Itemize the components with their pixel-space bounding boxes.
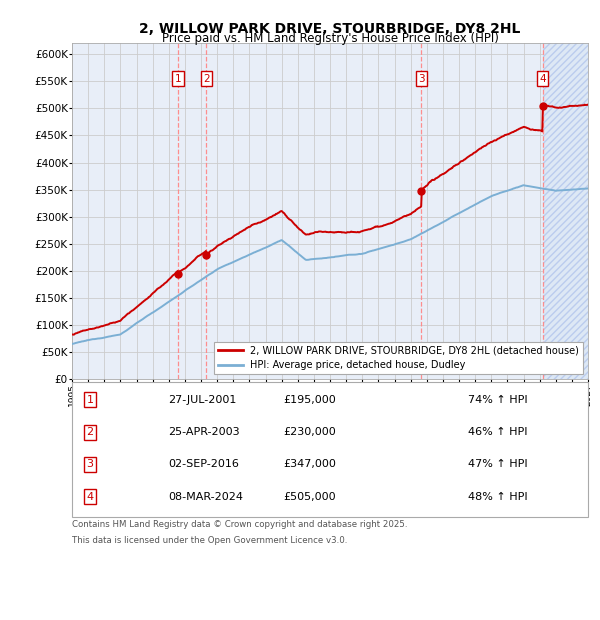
Text: 02-SEP-2016: 02-SEP-2016 — [168, 459, 239, 469]
Text: 4: 4 — [86, 492, 94, 502]
Text: 1: 1 — [175, 74, 181, 84]
Text: £505,000: £505,000 — [283, 492, 336, 502]
Text: £195,000: £195,000 — [283, 395, 336, 405]
Text: 47% ↑ HPI: 47% ↑ HPI — [468, 459, 527, 469]
Text: 74% ↑ HPI: 74% ↑ HPI — [468, 395, 527, 405]
Text: 2: 2 — [203, 74, 209, 84]
Text: 08-MAR-2024: 08-MAR-2024 — [168, 492, 243, 502]
Text: 2: 2 — [86, 427, 94, 437]
Text: 46% ↑ HPI: 46% ↑ HPI — [468, 427, 527, 437]
Text: Contains HM Land Registry data © Crown copyright and database right 2025.: Contains HM Land Registry data © Crown c… — [72, 520, 407, 529]
Text: 25-APR-2003: 25-APR-2003 — [168, 427, 239, 437]
Text: 3: 3 — [86, 459, 94, 469]
Text: This data is licensed under the Open Government Licence v3.0.: This data is licensed under the Open Gov… — [72, 536, 347, 545]
Legend: 2, WILLOW PARK DRIVE, STOURBRIDGE, DY8 2HL (detached house), HPI: Average price,: 2, WILLOW PARK DRIVE, STOURBRIDGE, DY8 2… — [214, 342, 583, 374]
Bar — [542, 43, 588, 379]
Text: Price paid vs. HM Land Registry's House Price Index (HPI): Price paid vs. HM Land Registry's House … — [161, 32, 499, 45]
Text: 2, WILLOW PARK DRIVE, STOURBRIDGE, DY8 2HL: 2, WILLOW PARK DRIVE, STOURBRIDGE, DY8 2… — [139, 22, 521, 36]
Text: 48% ↑ HPI: 48% ↑ HPI — [468, 492, 527, 502]
Text: £230,000: £230,000 — [283, 427, 336, 437]
Text: 3: 3 — [418, 74, 425, 84]
Text: 1: 1 — [86, 395, 94, 405]
Text: 4: 4 — [539, 74, 546, 84]
Text: 27-JUL-2001: 27-JUL-2001 — [168, 395, 236, 405]
Text: £347,000: £347,000 — [283, 459, 336, 469]
